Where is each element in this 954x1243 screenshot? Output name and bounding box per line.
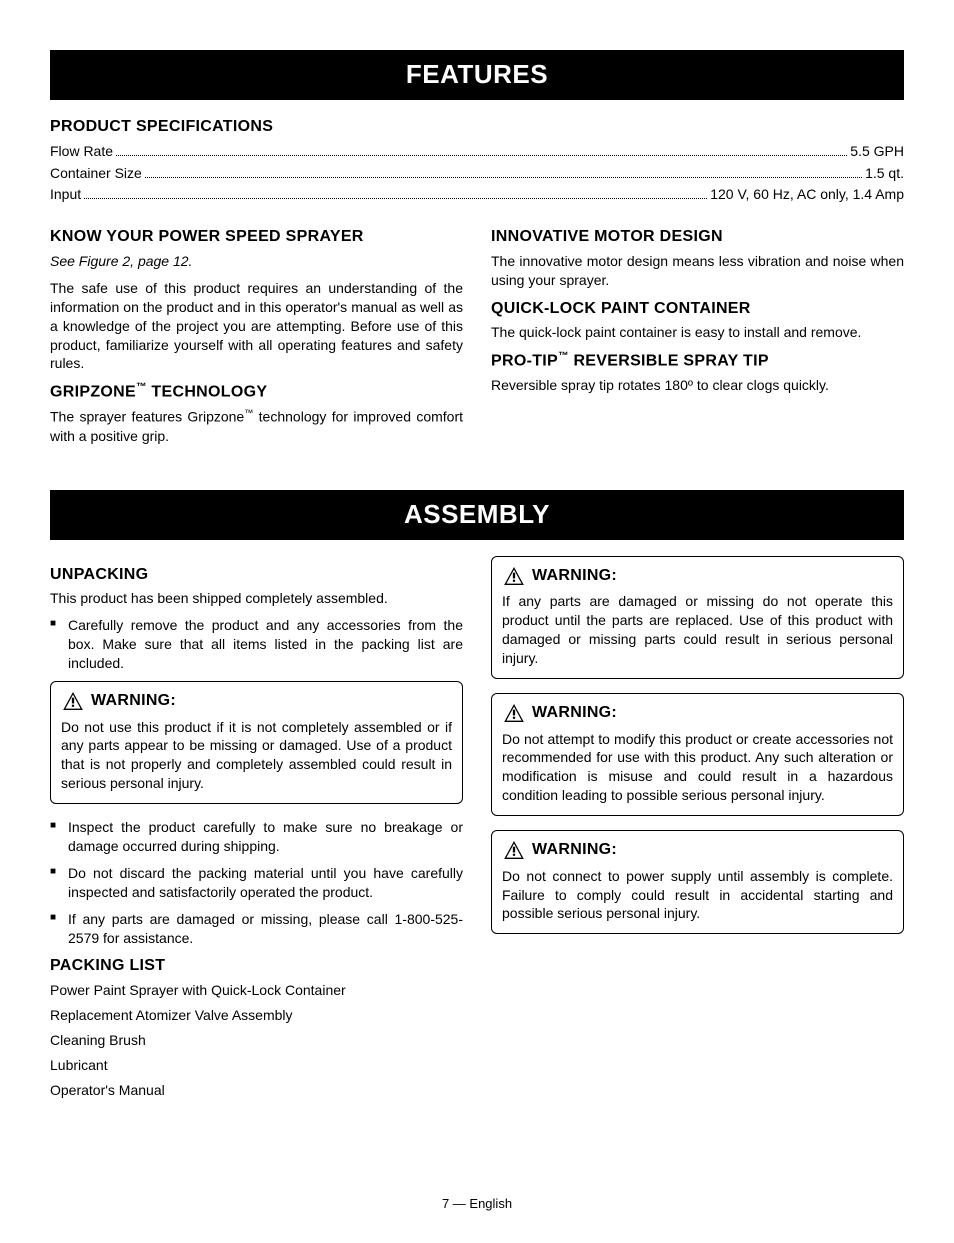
quicklock-body: The quick-lock paint container is easy t… [491,323,904,342]
spec-row: Container Size 1.5 qt. [50,164,904,183]
warning-icon [504,704,524,722]
spec-label: Flow Rate [50,142,113,161]
spec-dots [116,145,847,156]
unpacking-bullets-1: Carefully remove the product and any acc… [50,616,463,673]
assembly-banner: ASSEMBLY [50,490,904,540]
warning-body: Do not attempt to modify this product or… [502,730,893,806]
spec-row: Input 120 V, 60 Hz, AC only, 1.4 Amp [50,185,904,204]
protip-body: Reversible spray tip rotates 180º to cle… [491,376,904,395]
know-figure-ref: See Figure 2, page 12. [50,252,463,271]
packing-item: Cleaning Brush [50,1031,463,1050]
warning-header: WARNING: [63,690,452,712]
tm-symbol: ™ [558,351,569,362]
packing-item: Lubricant [50,1056,463,1075]
unpacking-intro: This product has been shipped completely… [50,589,463,608]
packing-item: Power Paint Sprayer with Quick-Lock Cont… [50,981,463,1000]
motor-heading: INNOVATIVE MOTOR DESIGN [491,226,904,248]
quicklock-heading: QUICK-LOCK PAINT CONTAINER [491,298,904,320]
warning-icon [504,841,524,859]
specs-table: Flow Rate 5.5 GPH Container Size 1.5 qt.… [50,142,904,205]
warning-label: WARNING: [532,839,617,861]
warning-label: WARNING: [532,565,617,587]
gripzone-heading: GRIPZONE™ TECHNOLOGY [50,381,463,403]
gripzone-body: The sprayer features Gripzone™ technolog… [50,407,463,445]
spec-label: Container Size [50,164,142,183]
spec-label: Input [50,185,81,204]
assembly-right-col: WARNING: If any parts are damaged or mis… [491,556,904,1106]
spec-value: 5.5 GPH [850,142,904,161]
assembly-columns: UNPACKING This product has been shipped … [50,556,904,1106]
spec-dots [145,166,862,177]
list-item: Carefully remove the product and any acc… [50,616,463,673]
packing-list-heading: PACKING LIST [50,955,463,977]
warning-box-3: WARNING: Do not attempt to modify this p… [491,693,904,816]
warning-icon [504,567,524,585]
spec-value: 120 V, 60 Hz, AC only, 1.4 Amp [710,185,904,204]
features-banner: FEATURES [50,50,904,100]
spec-value: 1.5 qt. [865,164,904,183]
assembly-left-col: UNPACKING This product has been shipped … [50,556,463,1106]
packing-item: Replacement Atomizer Valve Assembly [50,1006,463,1025]
list-item: Do not discard the packing material unti… [50,864,463,902]
list-item: Inspect the product carefully to make su… [50,818,463,856]
unpacking-heading: UNPACKING [50,564,463,586]
packing-list: Power Paint Sprayer with Quick-Lock Cont… [50,981,463,1099]
warning-body: Do not connect to power supply until ass… [502,867,893,924]
warning-body: If any parts are damaged or missing do n… [502,592,893,668]
warning-box-4: WARNING: Do not connect to power supply … [491,830,904,934]
warning-label: WARNING: [91,690,176,712]
page-footer: 7 — English [50,1195,904,1213]
spec-row: Flow Rate 5.5 GPH [50,142,904,161]
unpacking-bullets-2: Inspect the product carefully to make su… [50,818,463,947]
features-left-col: KNOW YOUR POWER SPEED SPRAYER See Figure… [50,218,463,453]
features-right-col: INNOVATIVE MOTOR DESIGN The innovative m… [491,218,904,453]
spec-dots [84,188,707,199]
warning-box-2: WARNING: If any parts are damaged or mis… [491,556,904,679]
tm-symbol: ™ [244,408,253,418]
specs-heading: PRODUCT SPECIFICATIONS [50,116,904,138]
know-body: The safe use of this product requires an… [50,279,463,373]
warning-box-1: WARNING: Do not use this product if it i… [50,681,463,804]
warning-icon [63,692,83,710]
warning-header: WARNING: [504,702,893,724]
warning-header: WARNING: [504,839,893,861]
list-item: If any parts are damaged or missing, ple… [50,910,463,948]
know-heading: KNOW YOUR POWER SPEED SPRAYER [50,226,463,248]
packing-item: Operator's Manual [50,1081,463,1100]
tm-symbol: ™ [136,382,147,393]
warning-body: Do not use this product if it is not com… [61,718,452,794]
warning-header: WARNING: [504,565,893,587]
protip-heading: PRO-TIP™ REVERSIBLE SPRAY TIP [491,350,904,372]
features-columns: KNOW YOUR POWER SPEED SPRAYER See Figure… [50,218,904,453]
motor-body: The innovative motor design means less v… [491,252,904,290]
warning-label: WARNING: [532,702,617,724]
